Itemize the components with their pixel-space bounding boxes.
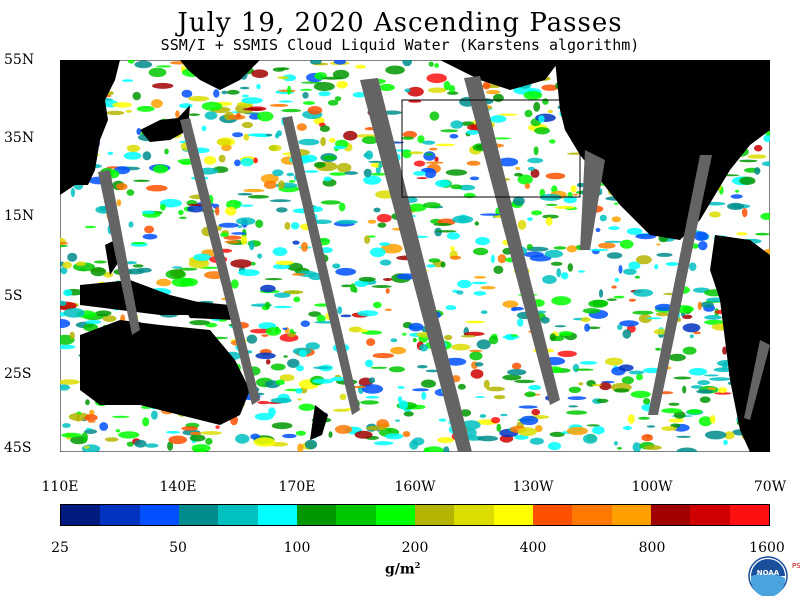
colorbar-swatch: [611, 505, 651, 525]
colorbar-swatch: [454, 505, 494, 525]
new-guinea-land: [180, 300, 235, 320]
missing-swath: [180, 118, 260, 405]
colorbar-swatch: [61, 505, 101, 525]
colorbar-label-100: 100: [283, 540, 311, 556]
missing-swaths: [98, 76, 770, 452]
missing-swath: [98, 170, 140, 335]
units-label: g/m2: [385, 560, 421, 578]
colorbar: [60, 504, 770, 526]
lat-label-5s: 5S: [4, 288, 23, 304]
kamchatka-land: [180, 60, 260, 90]
lat-label-25s: 25S: [4, 366, 32, 382]
colorbar-label-50: 50: [169, 540, 187, 556]
colorbar-swatch: [650, 505, 691, 525]
lon-label-110e: 110E: [41, 479, 79, 495]
map-title: July 19, 2020 Ascending Passes: [177, 8, 623, 38]
lat-label-45s: 45S: [4, 440, 32, 456]
colorbar-label-25: 25: [51, 540, 69, 556]
svg-text:NOAA: NOAA: [757, 569, 780, 577]
colorbar-swatch: [414, 505, 455, 525]
alaska-land: [440, 60, 560, 90]
lon-label-140e: 140E: [159, 479, 197, 495]
colorbar-swatch: [100, 505, 140, 525]
colorbar-label-800: 800: [638, 540, 666, 556]
colorbar-swatch: [178, 505, 219, 525]
missing-swath: [648, 155, 712, 415]
lat-label-35n: 35N: [4, 130, 35, 146]
psl-logo-text: PSL: [792, 562, 800, 570]
lon-label-170e: 170E: [278, 479, 316, 495]
lon-label-130w: 130W: [512, 479, 554, 495]
missing-swath: [360, 78, 472, 452]
colorbar-swatch: [572, 505, 612, 525]
lon-label-160w: 160W: [394, 479, 436, 495]
missing-swath: [744, 340, 770, 420]
colorbar-swatch: [257, 505, 297, 525]
colorbar-swatch: [218, 505, 258, 525]
colorbar-swatch: [336, 505, 376, 525]
map-subtitle: SSM/I + SSMIS Cloud Liquid Water (Karste…: [160, 36, 640, 54]
lat-label-55n: 55N: [4, 52, 35, 68]
missing-swath: [580, 150, 605, 250]
new-zealand-land: [310, 405, 328, 440]
colorbar-label-1600: 1600: [749, 540, 785, 556]
colorbar-swatch: [296, 505, 337, 525]
colorbar-swatch: [493, 505, 533, 525]
japan-land: [140, 105, 190, 142]
colorbar-label-200: 200: [401, 540, 429, 556]
colorbar-swatch: [690, 505, 730, 525]
colorbar-swatch: [729, 505, 769, 525]
missing-swath: [282, 116, 360, 415]
cloud-liquid-water-map: [60, 60, 770, 452]
noaa-logo[interactable]: NOAA: [748, 556, 788, 596]
colorbar-swatch: [375, 505, 415, 525]
indonesia-land: [80, 280, 210, 315]
colorbar-label-400: 400: [519, 540, 547, 556]
region-box: [401, 99, 581, 198]
asia-land: [60, 60, 120, 195]
colorbar-swatch: [139, 505, 179, 525]
missing-swath: [464, 76, 560, 405]
north-america-land: [555, 60, 770, 240]
lon-label-100w: 100W: [631, 479, 673, 495]
landmasses: [60, 60, 770, 452]
lat-label-15n: 15N: [4, 208, 35, 224]
colorbar-swatch: [532, 505, 573, 525]
australia-land: [80, 320, 250, 425]
lon-label-70w: 70W: [753, 479, 787, 495]
